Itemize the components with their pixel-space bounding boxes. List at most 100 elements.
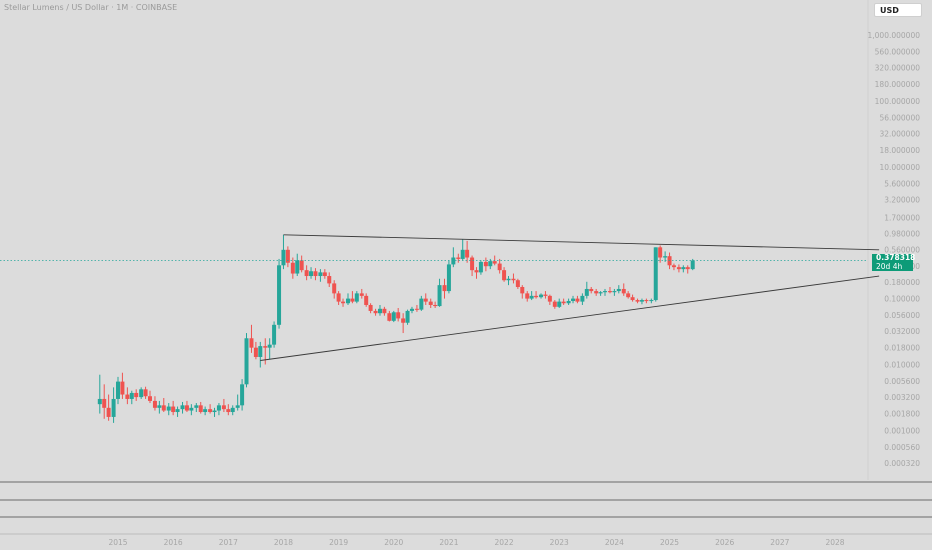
candle xyxy=(102,384,107,419)
time-axis-label: 2023 xyxy=(550,538,569,547)
trendline[interactable] xyxy=(260,275,880,361)
candle-body xyxy=(414,308,419,310)
candle-body xyxy=(253,347,258,357)
candle-body xyxy=(318,272,323,277)
last-price-value: 0.378318 xyxy=(876,253,916,262)
candle-body xyxy=(194,405,199,408)
candle-body xyxy=(216,405,221,411)
candle xyxy=(690,258,695,271)
candle-body xyxy=(166,406,171,411)
candle xyxy=(134,389,139,401)
candle xyxy=(543,291,548,299)
candle xyxy=(539,293,544,299)
candle-body xyxy=(203,409,208,413)
candle xyxy=(230,405,235,416)
candle xyxy=(547,294,552,305)
candle xyxy=(125,387,130,405)
candle xyxy=(263,338,268,365)
currency-selector-button[interactable]: USD xyxy=(874,3,922,17)
candle xyxy=(552,300,557,309)
price-axis-label: 0.032000 xyxy=(884,327,920,336)
candle xyxy=(341,298,346,307)
candle xyxy=(571,295,576,304)
candle-body xyxy=(171,406,176,413)
candle-body xyxy=(584,288,589,296)
candle xyxy=(189,404,194,416)
time-axis[interactable]: 2015 2016 2017 2018 2019 2020 2021 2022 2023 2024… xyxy=(108,538,844,547)
candle xyxy=(240,379,245,411)
candle xyxy=(354,291,359,304)
candle xyxy=(433,301,438,308)
candle xyxy=(203,406,208,416)
candles-layer xyxy=(97,234,695,423)
candle-body xyxy=(129,392,134,399)
candle-body xyxy=(263,346,268,348)
candle xyxy=(161,398,166,413)
candle-body xyxy=(685,267,690,270)
candle-body xyxy=(451,257,456,265)
candle-body xyxy=(143,389,148,397)
candle xyxy=(139,387,144,399)
candle xyxy=(258,341,263,368)
candle-body xyxy=(575,298,580,302)
candle xyxy=(580,293,585,305)
candle xyxy=(649,298,654,304)
price-axis-label: 0.056000 xyxy=(884,311,920,320)
candle xyxy=(157,400,162,414)
candle xyxy=(681,265,686,273)
candle-body xyxy=(134,392,139,398)
candle xyxy=(373,308,378,316)
candle xyxy=(635,298,640,304)
time-axis-label: 2027 xyxy=(770,538,789,547)
candle-body xyxy=(341,301,346,304)
candle-body xyxy=(428,301,433,305)
candle-body xyxy=(474,270,479,273)
price-axis[interactable]: 1,000.000000 560.000000 320.000000 180.0000… xyxy=(868,31,921,468)
candle xyxy=(525,291,530,302)
candle-body xyxy=(147,396,152,401)
candle-body xyxy=(102,398,107,408)
candle-body xyxy=(681,267,686,270)
price-axis-label: 0.980000 xyxy=(884,229,920,238)
price-axis-label: 0.560000 xyxy=(884,245,920,254)
candle-body xyxy=(663,256,668,258)
candle xyxy=(184,400,189,413)
candle-body xyxy=(539,294,544,298)
candle-body xyxy=(456,257,461,259)
candle-body xyxy=(226,409,231,413)
candle xyxy=(364,293,369,307)
candle xyxy=(566,298,571,305)
candle xyxy=(658,245,663,263)
candle-body xyxy=(405,310,410,323)
candle xyxy=(359,288,364,299)
candle xyxy=(198,401,203,414)
candle xyxy=(350,291,355,304)
price-axis-label: 10.000000 xyxy=(879,163,920,172)
candle-body xyxy=(281,249,286,266)
candle-body xyxy=(161,405,166,411)
candle xyxy=(442,278,447,299)
price-axis-label: 0.100000 xyxy=(884,295,920,304)
candle-body xyxy=(433,304,438,307)
candle xyxy=(603,288,608,296)
time-axis-label: 2016 xyxy=(164,538,183,547)
candle-body xyxy=(152,400,157,408)
time-axis-label: 2028 xyxy=(825,538,844,547)
candle-body xyxy=(189,407,194,411)
last-price-tag: 0.378318 20d 4h xyxy=(872,253,916,271)
price-axis-label: 5.600000 xyxy=(884,179,920,188)
candle-body xyxy=(354,293,359,302)
candle xyxy=(414,304,419,312)
time-axis-label: 2019 xyxy=(329,538,348,547)
candle-body xyxy=(589,288,594,292)
candle-body xyxy=(249,338,254,348)
candle xyxy=(391,310,396,323)
candle xyxy=(281,234,286,270)
candle-body xyxy=(125,394,130,399)
trendline[interactable] xyxy=(283,234,880,251)
candle xyxy=(396,307,401,322)
candle-body xyxy=(442,285,447,292)
candle xyxy=(116,376,120,405)
candle xyxy=(419,295,424,311)
